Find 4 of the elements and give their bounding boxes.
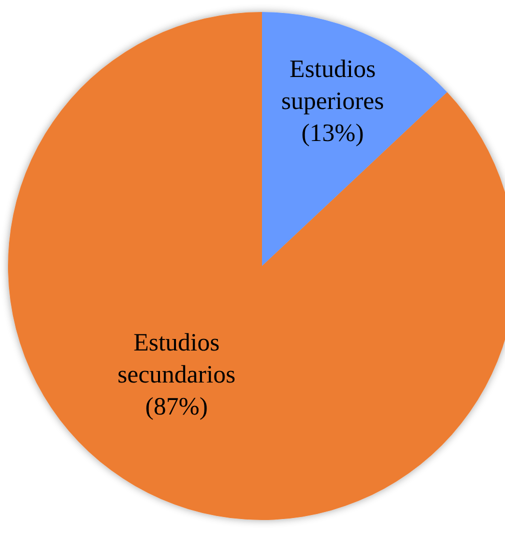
slice-label: Estudios superiores bbox=[281, 56, 384, 115]
slice-label: Estudios secundarios bbox=[118, 329, 236, 388]
data-label: (87%) bbox=[145, 393, 208, 420]
data-label: (13%) bbox=[301, 120, 364, 147]
